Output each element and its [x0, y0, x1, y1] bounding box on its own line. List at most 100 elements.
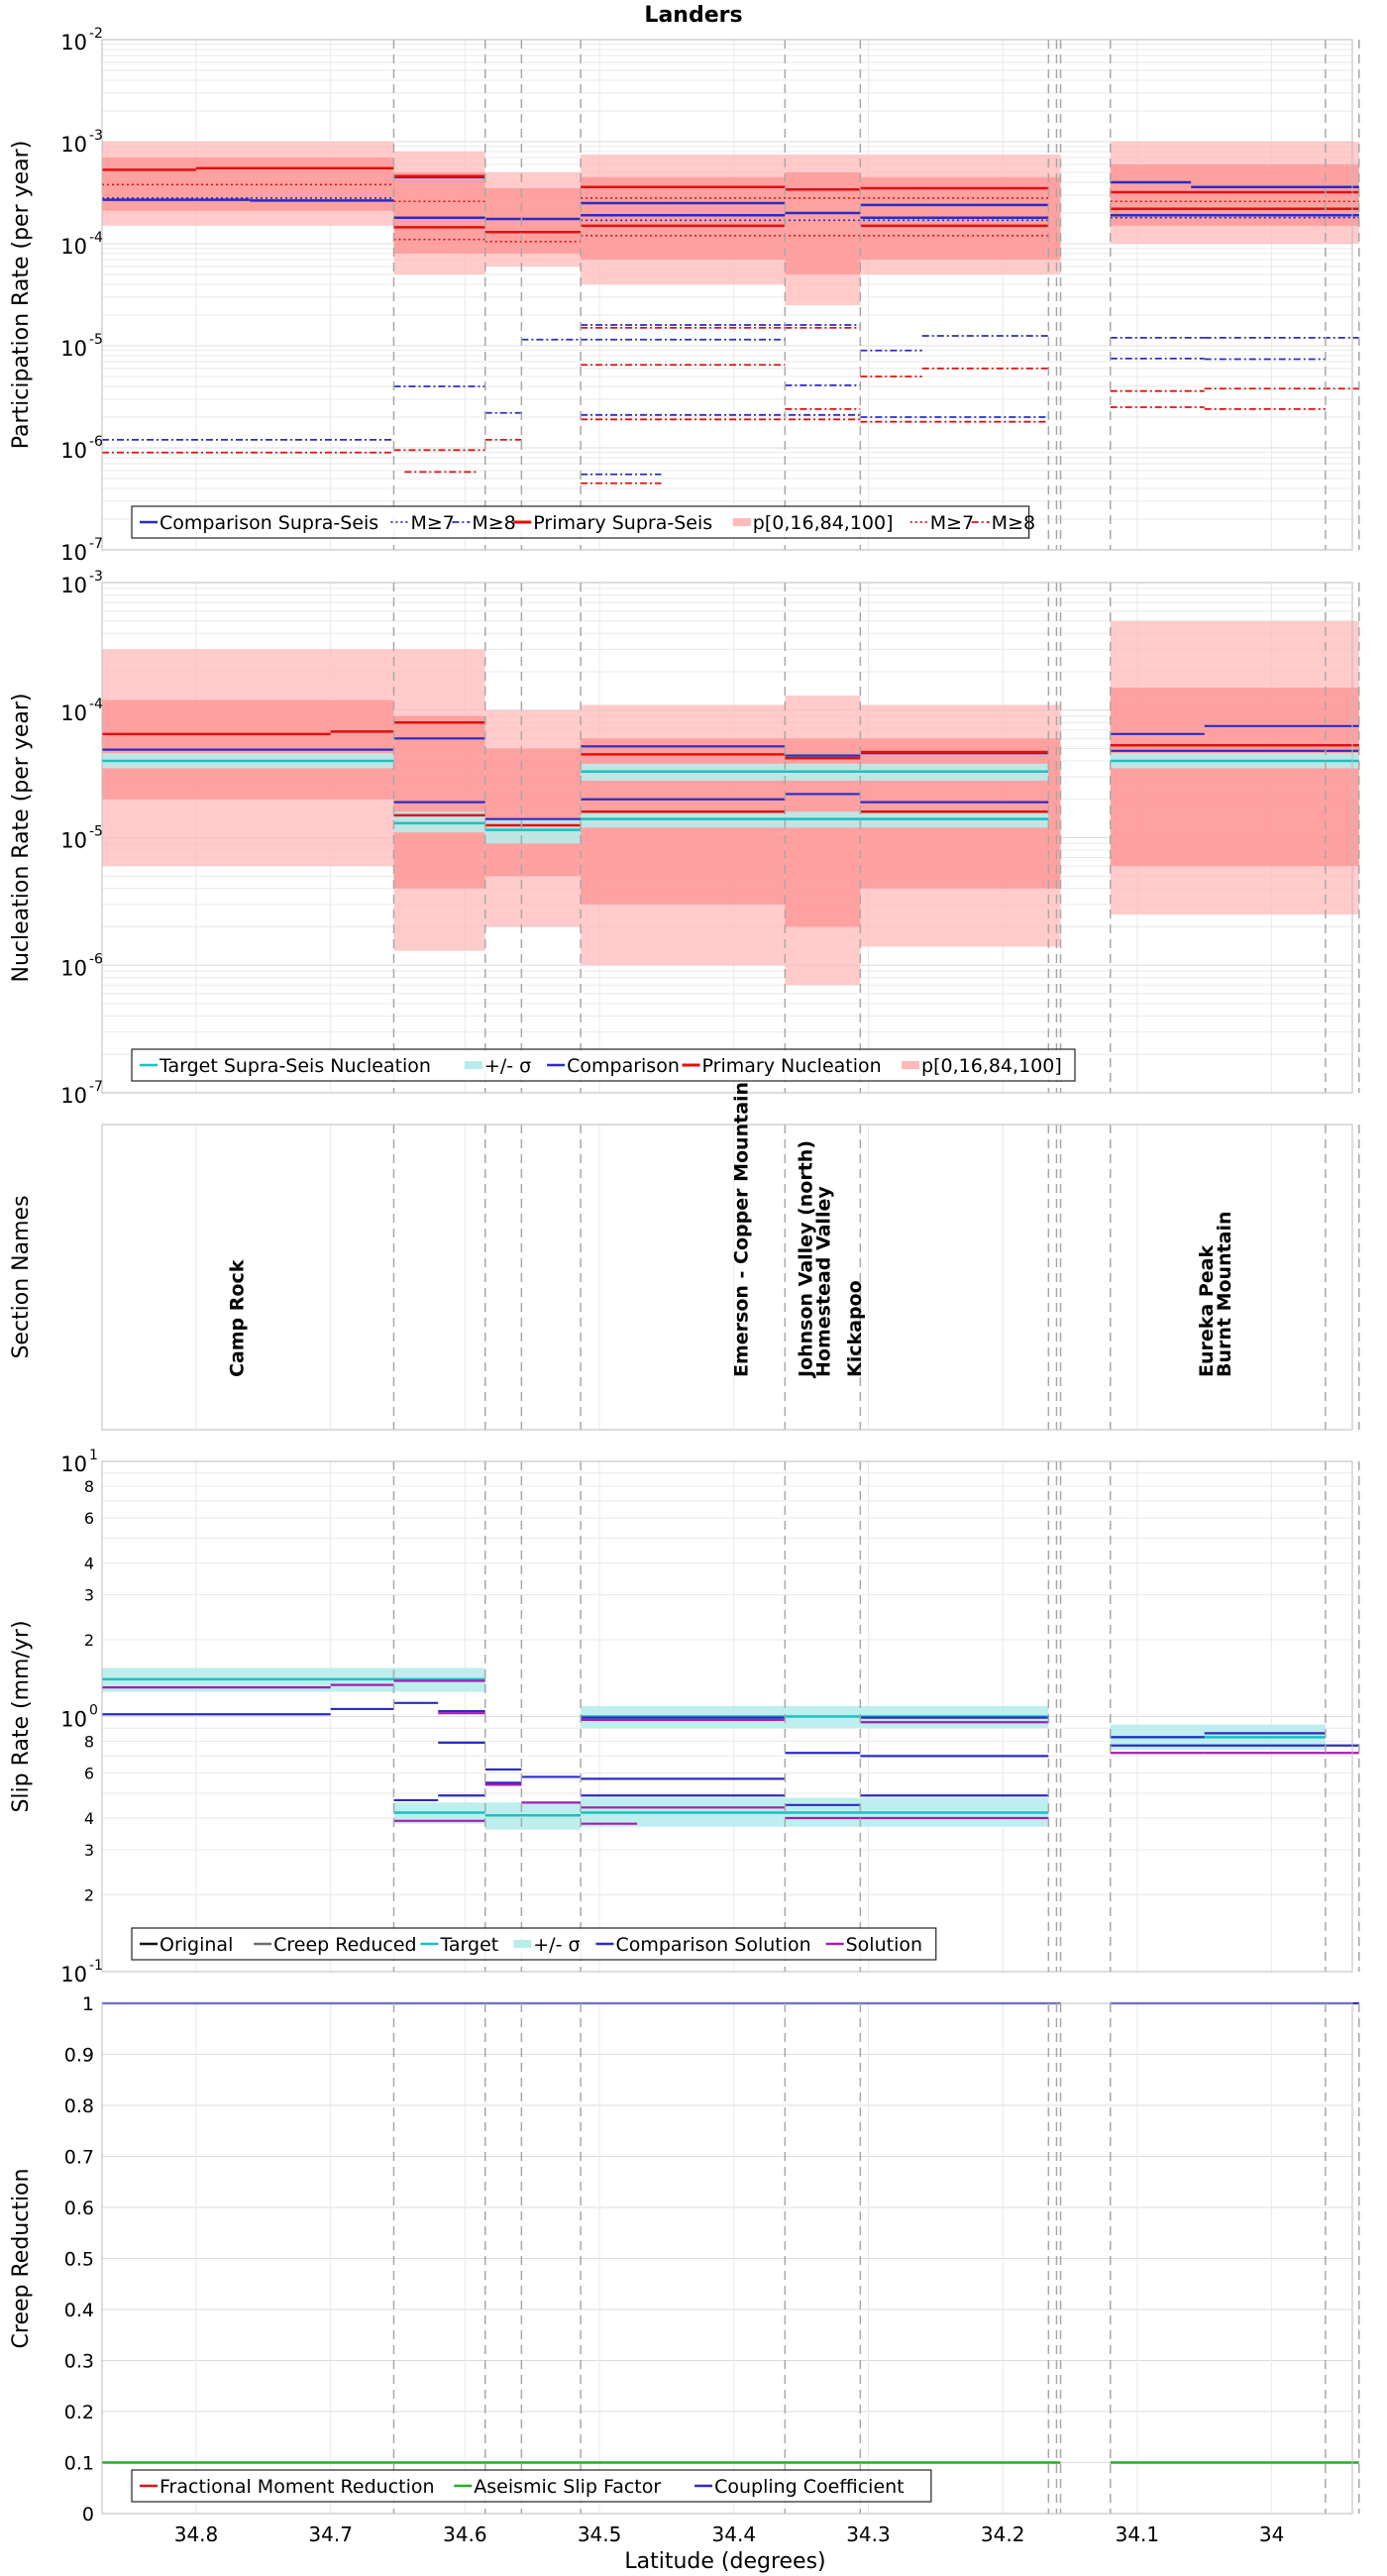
- legend-label: Primary Nucleation: [702, 1055, 882, 1077]
- legend-label: p[0,16,84,100]: [753, 512, 894, 534]
- legend-label: p[0,16,84,100]: [921, 1055, 1062, 1077]
- x-tick-label: 34.5: [578, 2522, 622, 2546]
- y-tick-label: 10: [60, 1084, 87, 1108]
- y-tick-exponent: 1: [89, 1448, 98, 1463]
- y-tick-label: 0: [82, 2504, 94, 2525]
- section-name: Emerson - Copper Mountain: [730, 1082, 752, 1377]
- y-tick-label: 0.4: [64, 2300, 94, 2321]
- legend-label: Target: [439, 1934, 498, 1956]
- legend: Fractional Moment Reduction Aseismic Slip…: [131, 2469, 932, 2503]
- y-tick-exponent: -5: [89, 332, 103, 348]
- y-tick-label: 0.5: [64, 2249, 94, 2271]
- y-tick-label: 10: [60, 1708, 87, 1732]
- x-axis-label: Latitude (degrees): [624, 2549, 825, 2574]
- percentile-band-inner: [484, 748, 582, 877]
- y-axis-label: Slip Rate (mm/yr): [9, 1620, 34, 1812]
- y-tick-label: 0.6: [64, 2198, 94, 2219]
- legend-label: Comparison Solution: [615, 1934, 810, 1956]
- legend-label: M≥7: [410, 512, 454, 534]
- legend-label: Creep Reduced: [273, 1934, 416, 1956]
- percentile-band-inner: [484, 187, 582, 254]
- panel-sections: Section Names Camp Rock Emerson - Copper M…: [9, 1082, 1360, 1431]
- y-tick-label: 10: [60, 439, 87, 463]
- y-tick-label: 10: [60, 337, 87, 361]
- percentile-band-inner: [393, 172, 485, 254]
- series-primary-nucleation: [102, 720, 1359, 827]
- y-tick-label: 0.3: [64, 2351, 94, 2373]
- plot-frame: [101, 39, 1353, 551]
- y-minor-tick-label: 2: [84, 1631, 94, 1650]
- y-axis-label: Creep Reduction: [9, 2169, 34, 2349]
- y-tick-exponent: -2: [89, 26, 103, 42]
- legend-frame: [131, 1048, 1076, 1082]
- y-tick-label: 10: [60, 1452, 87, 1476]
- y-tick-label: 10: [60, 541, 87, 565]
- y-tick-exponent: -6: [89, 434, 103, 450]
- series-solution: [102, 1679, 1359, 1825]
- legend-background: [132, 506, 1029, 538]
- section-name: Johnson Valley (north): [795, 1140, 816, 1379]
- y-tick-label: 10: [60, 133, 87, 157]
- y-axis-label: Nucleation Rate (per year): [9, 694, 34, 983]
- y-tick-exponent: -6: [89, 951, 103, 967]
- plot-frame: [101, 1124, 1353, 1431]
- series-target: [102, 1677, 1326, 1817]
- x-tick-label: 34.4: [712, 2522, 757, 2546]
- y-minor-tick-label: 2: [84, 1885, 94, 1904]
- legend-label: M≥8: [472, 512, 515, 534]
- legend-label: Coupling Coefficient: [714, 2476, 905, 2498]
- y-tick-exponent: -4: [89, 697, 103, 712]
- x-tick-label: 34.8: [174, 2522, 219, 2546]
- plot-frame: [101, 2002, 1353, 2515]
- y-tick-label: 10: [60, 574, 87, 597]
- y-minor-tick-label: 8: [84, 1732, 94, 1751]
- y-axis-label: Section Names: [9, 1195, 34, 1358]
- y-tick-label: 10: [60, 235, 87, 259]
- x-tick-label: 34.3: [846, 2522, 891, 2546]
- chart-title: Landers: [644, 3, 742, 28]
- y-minor-tick-label: 8: [84, 1477, 94, 1496]
- y-tick-exponent: -5: [89, 824, 103, 840]
- plot-frame: [101, 582, 1353, 1094]
- x-tick-label: 34.2: [981, 2522, 1025, 2546]
- percentile-band-inner: [785, 172, 861, 275]
- y-tick-label: 0.2: [64, 2402, 94, 2423]
- y-minor-tick-label: 6: [84, 1509, 94, 1528]
- y-tick-exponent: -3: [89, 128, 103, 144]
- legend-frame: [131, 2469, 932, 2503]
- panel-participation: Participation Rate (per year)10 -710 -610-…: [9, 26, 1360, 565]
- legend-label: Aseismic Slip Factor: [474, 2476, 661, 2498]
- legend-frame: [131, 1927, 937, 1961]
- y-tick-label: 10: [60, 1963, 87, 1986]
- series-target-supra-seis-nucleation: [102, 759, 1359, 831]
- legend-label: Solution: [846, 1934, 922, 1956]
- y-tick-label: 0.9: [64, 2045, 94, 2067]
- legend-label: Fractional Moment Reduction: [160, 2476, 435, 2498]
- y-tick-exponent: -4: [89, 230, 103, 246]
- series-comparison-m-8: [102, 324, 1359, 476]
- legend-label: M≥8: [992, 512, 1035, 534]
- series-comparison-solution: [102, 1701, 1359, 1806]
- legend-label: +/- σ: [484, 1055, 531, 1077]
- legend-label: +/- σ: [533, 1934, 580, 1956]
- legend-label: Primary Supra-Seis: [533, 512, 712, 534]
- legend-background: [132, 2470, 931, 2502]
- y-tick-label: 0.1: [64, 2453, 94, 2475]
- section-name: Homestead Valley: [812, 1186, 834, 1377]
- y-minor-tick-label: 4: [84, 1554, 94, 1572]
- percentile-band-inner: [581, 176, 786, 260]
- section-name: Eureka Peak: [1196, 1245, 1218, 1377]
- legend-label: Original: [160, 1934, 233, 1956]
- section-name: Kickapoo: [844, 1280, 866, 1377]
- y-tick-label: 1: [82, 1993, 94, 2015]
- y-tick-exponent: 0: [89, 1703, 98, 1719]
- y-axis-label: Participation Rate (per year): [9, 141, 34, 450]
- y-minor-tick-label: 3: [84, 1841, 94, 1860]
- y-tick-label: 10: [60, 31, 87, 54]
- legend: Original Creep Reduced Target +/- σ Comparis…: [131, 1927, 937, 1961]
- y-minor-tick-label: 4: [84, 1809, 94, 1828]
- x-tick-label: 34.1: [1116, 2522, 1160, 2546]
- y-minor-tick-label: 3: [84, 1586, 94, 1605]
- y-minor-tick-label: 6: [84, 1765, 94, 1783]
